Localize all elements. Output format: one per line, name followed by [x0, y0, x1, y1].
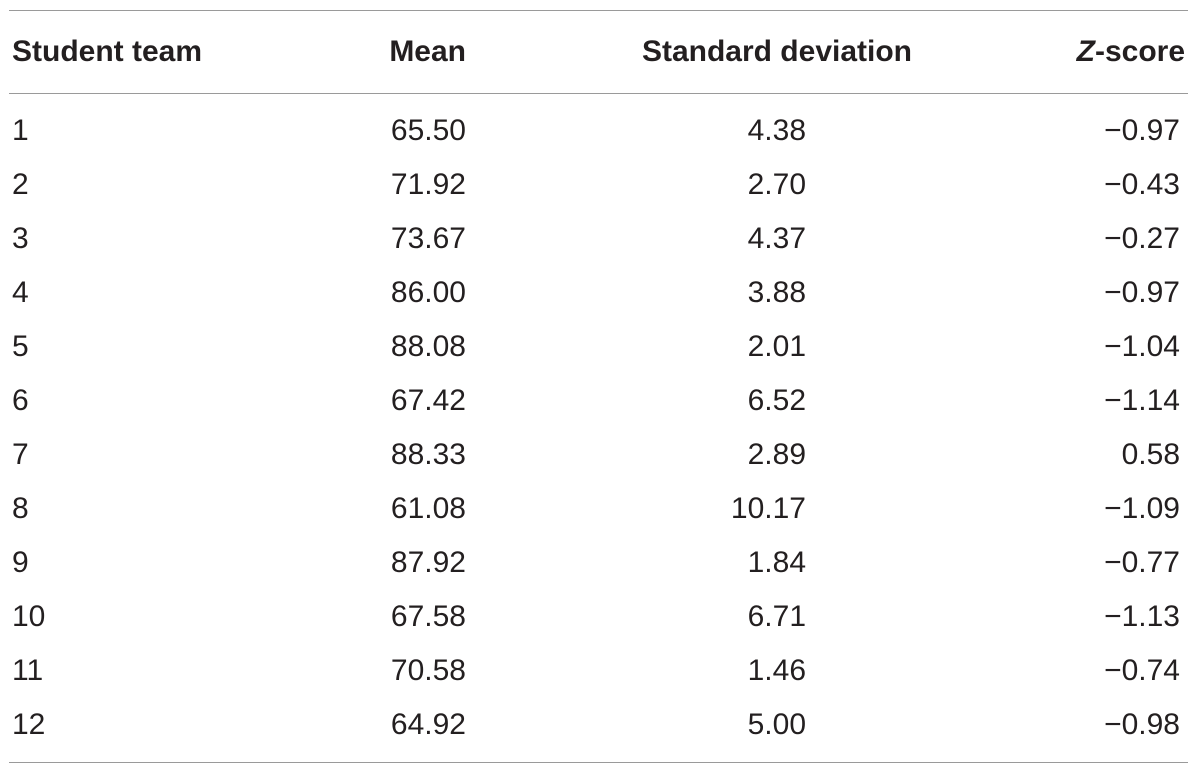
cell-mean: 73.67: [390, 222, 466, 255]
table-row: 5 88.08 2.01 −1.04: [9, 320, 1188, 374]
cell-z-score: −0.97: [1104, 114, 1180, 147]
table-row: 11 70.58 1.46 −0.74: [9, 644, 1188, 698]
cell-z-score: −1.14: [1104, 384, 1180, 417]
cell-z-score: −1.04: [1104, 330, 1180, 363]
cell-mean: 61.08: [390, 492, 466, 525]
table-row: 7 88.33 2.89 0.58: [9, 428, 1188, 482]
cell-mean: 71.92: [390, 168, 466, 201]
cell-standard-deviation: 5.00: [747, 708, 806, 741]
header-rule: [9, 93, 1188, 94]
cell-z-score: −0.77: [1104, 546, 1180, 579]
cell-student-team: 9: [12, 546, 29, 579]
bottom-rule: [9, 762, 1188, 763]
cell-standard-deviation: 2.01: [747, 330, 806, 363]
cell-standard-deviation: 4.38: [747, 114, 806, 147]
table-row: 9 87.92 1.84 −0.77: [9, 536, 1188, 590]
table-row: 3 73.67 4.37 −0.27: [9, 212, 1188, 266]
cell-mean: 87.92: [390, 546, 466, 579]
cell-standard-deviation: 6.52: [747, 384, 806, 417]
header-z-letter: Z: [1076, 35, 1095, 68]
cell-z-score: −0.43: [1104, 168, 1180, 201]
top-rule: [9, 10, 1188, 11]
cell-student-team: 5: [12, 330, 29, 363]
cell-z-score: −0.98: [1104, 708, 1180, 741]
table-row: 1 65.50 4.38 −0.97: [9, 104, 1188, 158]
table-body: 1 65.50 4.38 −0.97 2 71.92 2.70 −0.43 3 73.67 4.37…: [9, 94, 1188, 762]
cell-standard-deviation: 6.71: [747, 600, 806, 633]
statistics-table: Student team Mean Standard deviation Z-s…: [9, 10, 1188, 763]
header-z-suffix: -score: [1094, 35, 1185, 68]
cell-standard-deviation: 2.70: [747, 168, 806, 201]
cell-z-score: −0.97: [1104, 276, 1180, 309]
cell-mean: 88.33: [390, 438, 466, 471]
cell-standard-deviation: 1.46: [747, 654, 806, 687]
cell-student-team: 11: [12, 654, 44, 687]
cell-z-score: −0.74: [1104, 654, 1180, 687]
table-row: 8 61.08 10.17 −1.09: [9, 482, 1188, 536]
cell-z-score: −1.13: [1104, 600, 1180, 633]
cell-mean: 65.50: [390, 114, 466, 147]
cell-z-score: 0.58: [1121, 438, 1180, 471]
cell-mean: 67.42: [390, 384, 466, 417]
header-student-team: Student team: [12, 35, 203, 68]
table-row: 6 67.42 6.52 −1.14: [9, 374, 1188, 428]
cell-student-team: 2: [12, 168, 29, 201]
table-row: 4 86.00 3.88 −0.97: [9, 266, 1188, 320]
cell-mean: 67.58: [390, 600, 466, 633]
cell-z-score: −0.27: [1104, 222, 1180, 255]
header-standard-deviation: Standard deviation: [641, 35, 912, 68]
cell-student-team: 6: [12, 384, 29, 417]
table-row: 2 71.92 2.70 −0.43: [9, 158, 1188, 212]
cell-student-team: 1: [12, 114, 29, 147]
header-z-score: Z-score: [912, 35, 1188, 69]
table-header-row: Student team Mean Standard deviation Z-s…: [9, 11, 1188, 93]
cell-mean: 86.00: [390, 276, 466, 309]
cell-student-team: 3: [12, 222, 29, 255]
cell-standard-deviation: 10.17: [730, 492, 806, 525]
table-row: 12 64.92 5.00 −0.98: [9, 698, 1188, 752]
cell-mean: 64.92: [390, 708, 466, 741]
cell-standard-deviation: 4.37: [747, 222, 806, 255]
cell-mean: 70.58: [390, 654, 466, 687]
cell-student-team: 12: [12, 708, 46, 741]
cell-z-score: −1.09: [1104, 492, 1180, 525]
cell-standard-deviation: 2.89: [747, 438, 806, 471]
cell-student-team: 4: [12, 276, 29, 309]
cell-mean: 88.08: [390, 330, 466, 363]
table-row: 10 67.58 6.71 −1.13: [9, 590, 1188, 644]
cell-standard-deviation: 3.88: [747, 276, 806, 309]
header-mean: Mean: [389, 35, 466, 68]
cell-student-team: 8: [12, 492, 29, 525]
cell-standard-deviation: 1.84: [747, 546, 806, 579]
cell-student-team: 7: [12, 438, 29, 471]
cell-student-team: 10: [12, 600, 46, 633]
